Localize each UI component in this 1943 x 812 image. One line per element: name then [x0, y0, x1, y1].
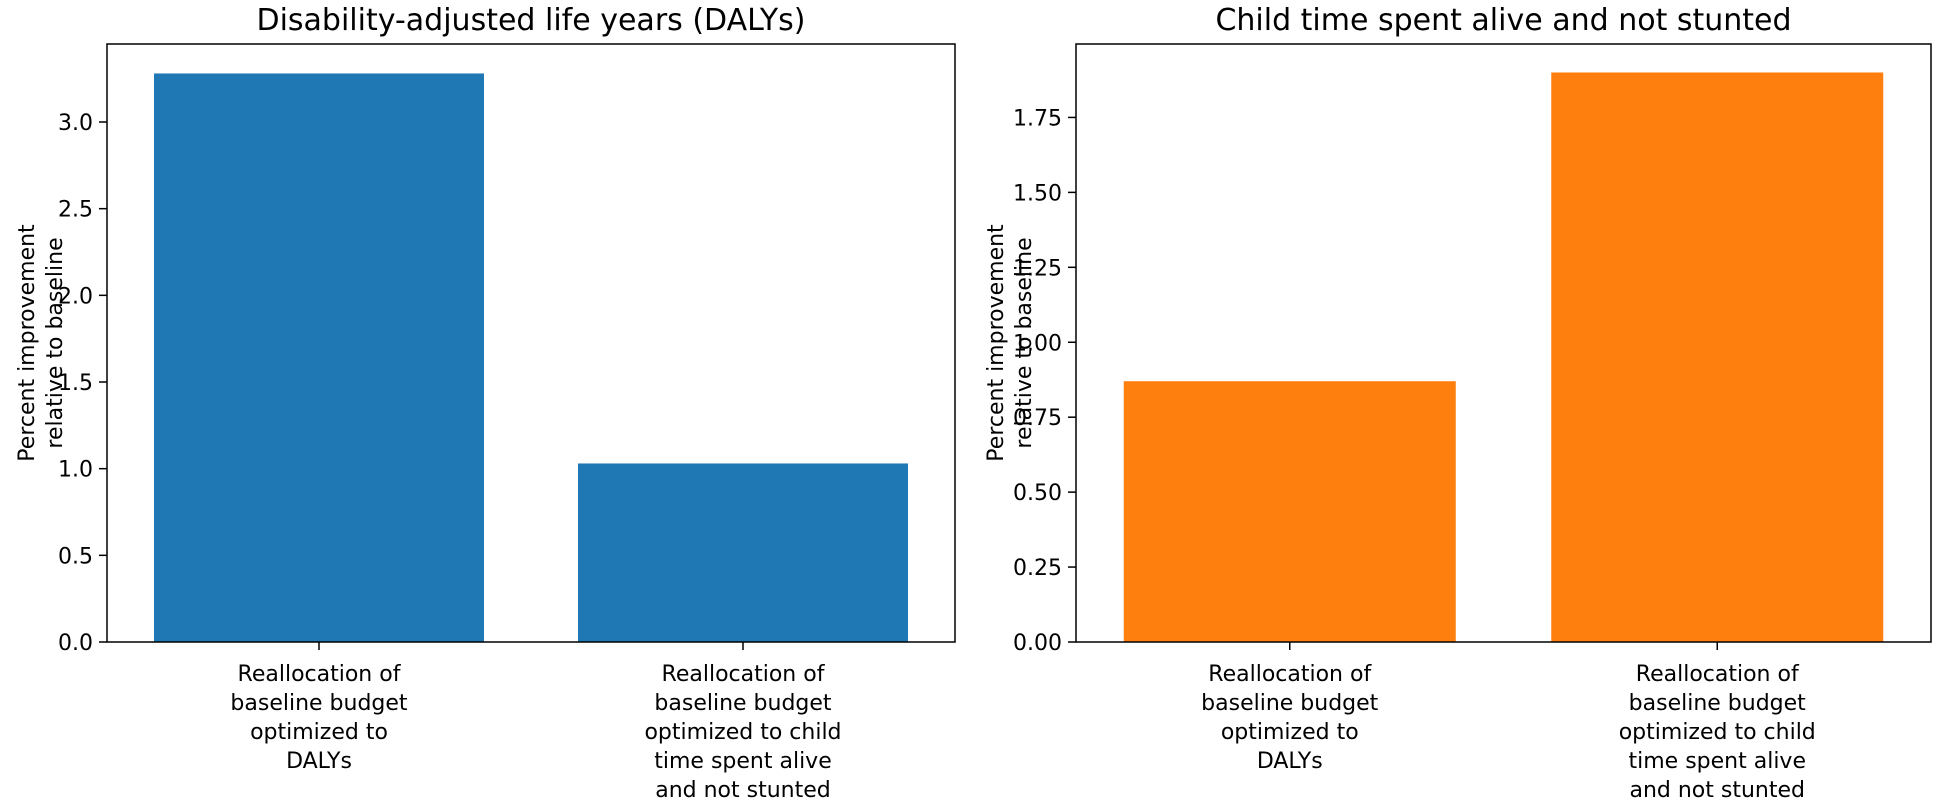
x-category-label-line: baseline budget: [1629, 691, 1807, 716]
y-tick-label: 1.50: [1013, 181, 1062, 206]
y-tick-label: 1.0: [58, 458, 93, 483]
y-tick-label: 0.00: [1013, 631, 1062, 656]
y-axis-label-line: Percent improvement: [984, 224, 1009, 462]
y-tick-label: 0.75: [1013, 406, 1062, 431]
x-category-label-line: optimized to: [250, 720, 388, 745]
chart-panel-1: Disability-adjusted life years (DALYs) 0.…: [15, 3, 956, 803]
y-tick-label: 1.25: [1013, 256, 1062, 281]
bar-1: [154, 73, 484, 642]
x-category-label-line: and not stunted: [655, 778, 831, 803]
x-category-label-line: optimized to child: [644, 720, 841, 745]
y-tick-label: 3.0: [58, 111, 93, 136]
x-category-label-line: Reallocation of: [238, 662, 402, 687]
plot-frame: [1075, 43, 1932, 643]
y-axis-label-line: Percent improvement: [15, 224, 40, 462]
x-category-label-line: time spent alive: [1629, 749, 1806, 774]
plot-frame: [106, 43, 956, 643]
x-category-label: Reallocation of baseline budget optimized …: [644, 662, 841, 803]
y-axis-label-line: relative to baseline: [1012, 237, 1037, 448]
y-tick-label: 0.25: [1013, 556, 1062, 581]
x-category-label-line: and not stunted: [1629, 778, 1805, 803]
x-category-label: Reallocation of baseline budget optimized …: [230, 662, 408, 774]
x-category-label-line: Reallocation of: [1636, 662, 1800, 687]
x-category-label-line: optimized to child: [1619, 720, 1816, 745]
bar-2: [578, 463, 908, 642]
x-category-label: Reallocation of baseline budget optimized …: [1619, 662, 1816, 803]
y-tick-label: 0.0: [58, 631, 93, 656]
y-tick-label: 1.00: [1013, 331, 1062, 356]
y-tick-label: 2.5: [58, 198, 93, 223]
y-axis-label: Percent improvement relative to baseline: [15, 224, 68, 462]
chart-title: Disability-adjusted life years (DALYs): [256, 3, 805, 38]
x-category-label-line: Reallocation of: [1208, 662, 1372, 687]
bar-2: [1551, 72, 1884, 642]
x-category-label-line: baseline budget: [230, 691, 408, 716]
y-tick-label: 0.5: [58, 544, 93, 569]
bar-1: [1123, 381, 1456, 642]
y-axis-label-line: relative to baseline: [43, 237, 68, 448]
y-axis-label: Percent improvement relative to baseline: [984, 224, 1037, 462]
y-tick-label: 2.0: [58, 284, 93, 309]
x-category-label-line: baseline budget: [1201, 691, 1379, 716]
chart-panel-2: Child time spent alive and not stunted 0.…: [984, 3, 1932, 803]
x-category-label-line: optimized to: [1221, 720, 1359, 745]
x-category-label: Reallocation of baseline budget optimized …: [1201, 662, 1379, 774]
y-tick-label: 1.75: [1013, 106, 1062, 131]
x-category-label-line: DALYs: [1257, 749, 1323, 774]
y-tick-label: 0.50: [1013, 481, 1062, 506]
x-category-label-line: time spent alive: [654, 749, 831, 774]
x-category-label-line: Reallocation of: [662, 662, 826, 687]
x-category-label-line: DALYs: [286, 749, 352, 774]
chart-title: Child time spent alive and not stunted: [1215, 3, 1791, 38]
x-category-label-line: baseline budget: [654, 691, 832, 716]
y-tick-label: 1.5: [58, 371, 93, 396]
